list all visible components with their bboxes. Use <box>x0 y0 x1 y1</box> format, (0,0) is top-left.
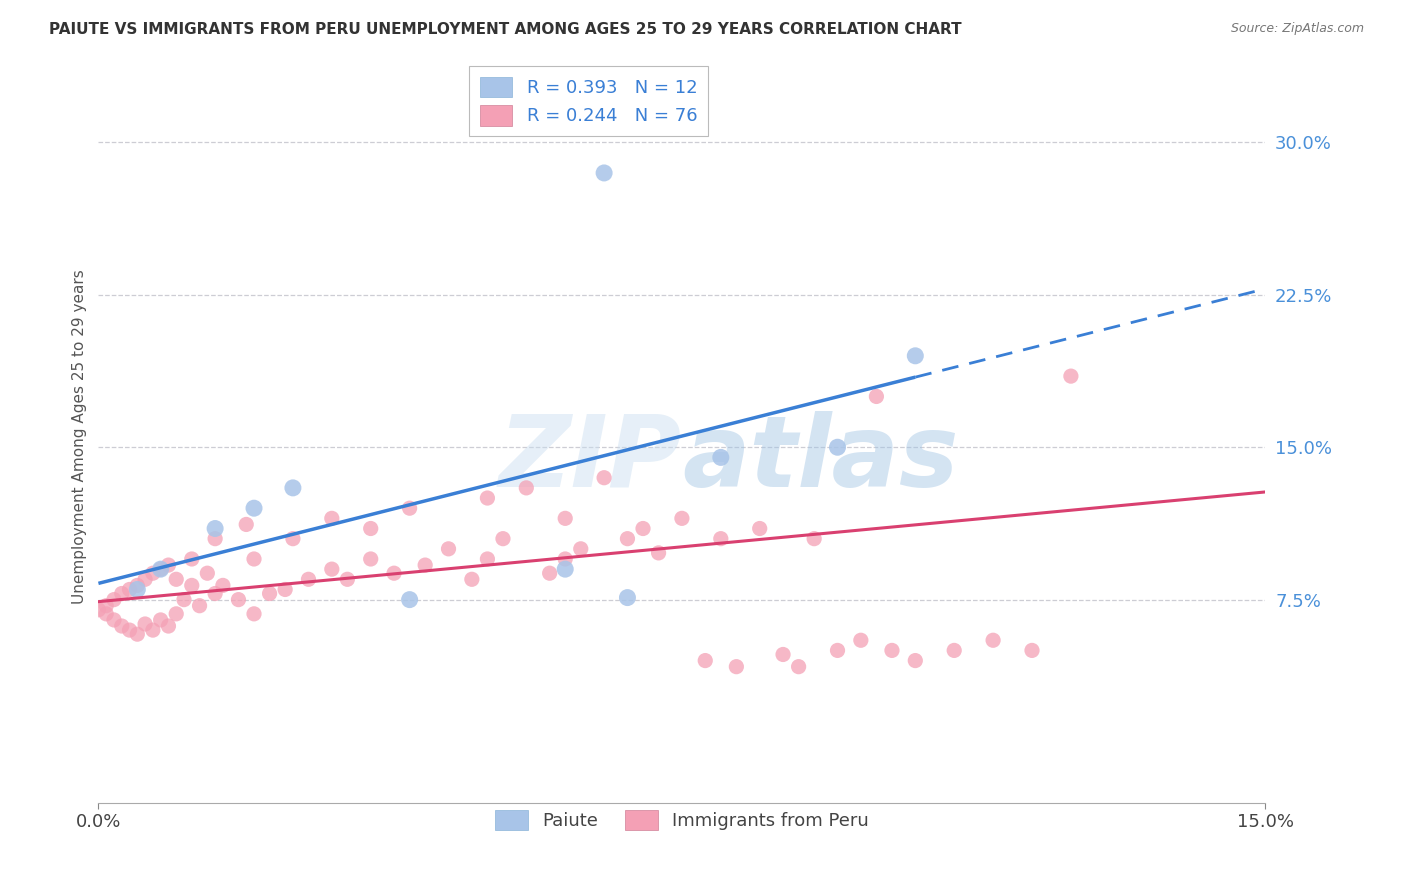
Point <box>235 517 257 532</box>
Point <box>593 166 616 180</box>
Point <box>695 654 717 668</box>
Point <box>281 532 304 546</box>
Text: ZIP: ZIP <box>499 410 682 508</box>
Point <box>880 643 903 657</box>
Point <box>111 619 134 633</box>
Point <box>360 552 382 566</box>
Point <box>149 613 172 627</box>
Point <box>1021 643 1043 657</box>
Point <box>671 511 693 525</box>
Point <box>787 659 810 673</box>
Point <box>118 582 141 597</box>
Point <box>127 578 149 592</box>
Point <box>616 591 638 605</box>
Point <box>398 592 420 607</box>
Point <box>204 586 226 600</box>
Point <box>111 586 134 600</box>
Point <box>748 521 770 535</box>
Point <box>180 552 202 566</box>
Point <box>772 648 794 662</box>
Point <box>127 582 149 597</box>
Point <box>616 532 638 546</box>
Point <box>188 599 211 613</box>
Point <box>157 619 180 633</box>
Point <box>243 552 266 566</box>
Text: Source: ZipAtlas.com: Source: ZipAtlas.com <box>1230 22 1364 36</box>
Point <box>398 501 420 516</box>
Point <box>437 541 460 556</box>
Point <box>274 582 297 597</box>
Point <box>149 562 172 576</box>
Point <box>943 643 966 657</box>
Point <box>382 566 405 581</box>
Point <box>1060 369 1083 384</box>
Point <box>477 491 499 505</box>
Text: atlas: atlas <box>682 410 959 508</box>
Point <box>554 511 576 525</box>
Point <box>981 633 1004 648</box>
Point <box>849 633 872 648</box>
Point <box>827 643 849 657</box>
Point <box>195 566 218 581</box>
Point <box>157 558 180 573</box>
Point <box>96 607 118 621</box>
Point <box>865 389 887 403</box>
Point <box>725 659 748 673</box>
Point <box>413 558 436 573</box>
Point <box>87 603 110 617</box>
Point <box>515 481 537 495</box>
Point <box>827 440 849 454</box>
Point <box>631 521 654 535</box>
Point <box>204 521 226 535</box>
Point <box>103 613 125 627</box>
Point <box>297 572 319 586</box>
Point <box>134 572 156 586</box>
Y-axis label: Unemployment Among Ages 25 to 29 years: Unemployment Among Ages 25 to 29 years <box>72 269 87 605</box>
Point <box>212 578 235 592</box>
Point <box>904 349 927 363</box>
Point <box>165 572 187 586</box>
Point <box>103 592 125 607</box>
Point <box>803 532 825 546</box>
Point <box>321 562 343 576</box>
Point <box>173 592 195 607</box>
Point <box>321 511 343 525</box>
Point <box>243 501 266 516</box>
Legend: Paiute, Immigrants from Peru: Paiute, Immigrants from Peru <box>488 803 876 838</box>
Point <box>538 566 561 581</box>
Point <box>569 541 592 556</box>
Point <box>149 562 172 576</box>
Point <box>904 654 927 668</box>
Point <box>710 532 733 546</box>
Point <box>165 607 187 621</box>
Point <box>180 578 202 592</box>
Point <box>336 572 359 586</box>
Point <box>461 572 484 586</box>
Point <box>134 617 156 632</box>
Point <box>96 599 118 613</box>
Point <box>360 521 382 535</box>
Point <box>142 566 165 581</box>
Point <box>259 586 281 600</box>
Point <box>228 592 250 607</box>
Point <box>647 546 669 560</box>
Point <box>554 562 576 576</box>
Point <box>204 532 226 546</box>
Point <box>243 607 266 621</box>
Point <box>554 552 576 566</box>
Point <box>142 623 165 637</box>
Point <box>118 623 141 637</box>
Text: PAIUTE VS IMMIGRANTS FROM PERU UNEMPLOYMENT AMONG AGES 25 TO 29 YEARS CORRELATIO: PAIUTE VS IMMIGRANTS FROM PERU UNEMPLOYM… <box>49 22 962 37</box>
Point <box>492 532 515 546</box>
Point <box>710 450 733 465</box>
Point <box>127 627 149 641</box>
Point <box>281 481 304 495</box>
Point <box>593 471 616 485</box>
Point <box>477 552 499 566</box>
